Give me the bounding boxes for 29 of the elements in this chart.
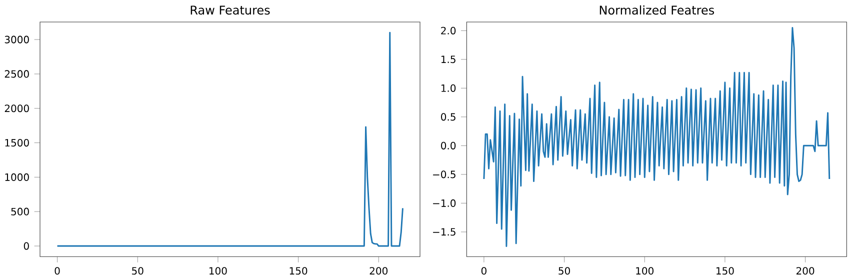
chart-title: Normalized Featres xyxy=(600,5,714,15)
chart-title: Raw Features xyxy=(190,6,270,15)
y-tick-label: −0.5 xyxy=(433,170,456,178)
x-tick-label: 200 xyxy=(796,267,814,275)
x-tick-label: 0 xyxy=(54,267,60,275)
y-tick-label: −1.0 xyxy=(433,199,456,207)
x-tick-label: 150 xyxy=(290,267,308,275)
y-tick-label: 0 xyxy=(24,242,29,250)
y-tick-label: 1000 xyxy=(5,173,29,181)
x-tick-label: 0 xyxy=(481,267,486,275)
x-tick-label: 50 xyxy=(558,267,570,275)
x-tick-label: 50 xyxy=(132,267,144,275)
y-tick-label: −1.5 xyxy=(433,228,456,236)
y-tick-label: 2.0 xyxy=(441,26,456,34)
line-series xyxy=(56,32,404,247)
line-series xyxy=(483,27,830,248)
y-tick-label: 2000 xyxy=(4,104,29,112)
x-tick-label: 100 xyxy=(210,267,227,275)
y-tick-label: 500 xyxy=(11,208,29,216)
x-tick-label: 100 xyxy=(636,267,654,275)
y-tick-label: 1.5 xyxy=(441,56,456,64)
y-tick-label: 3000 xyxy=(4,36,29,44)
y-tick-label: 1500 xyxy=(5,138,29,147)
x-tick-label: 150 xyxy=(716,267,734,275)
y-tick-label: 0.5 xyxy=(441,113,456,121)
y-tick-label: 2500 xyxy=(4,70,29,78)
y-tick-label: 0.0 xyxy=(441,142,456,150)
y-tick-label: 1.0 xyxy=(441,84,456,92)
x-tick-label: 200 xyxy=(370,267,388,275)
